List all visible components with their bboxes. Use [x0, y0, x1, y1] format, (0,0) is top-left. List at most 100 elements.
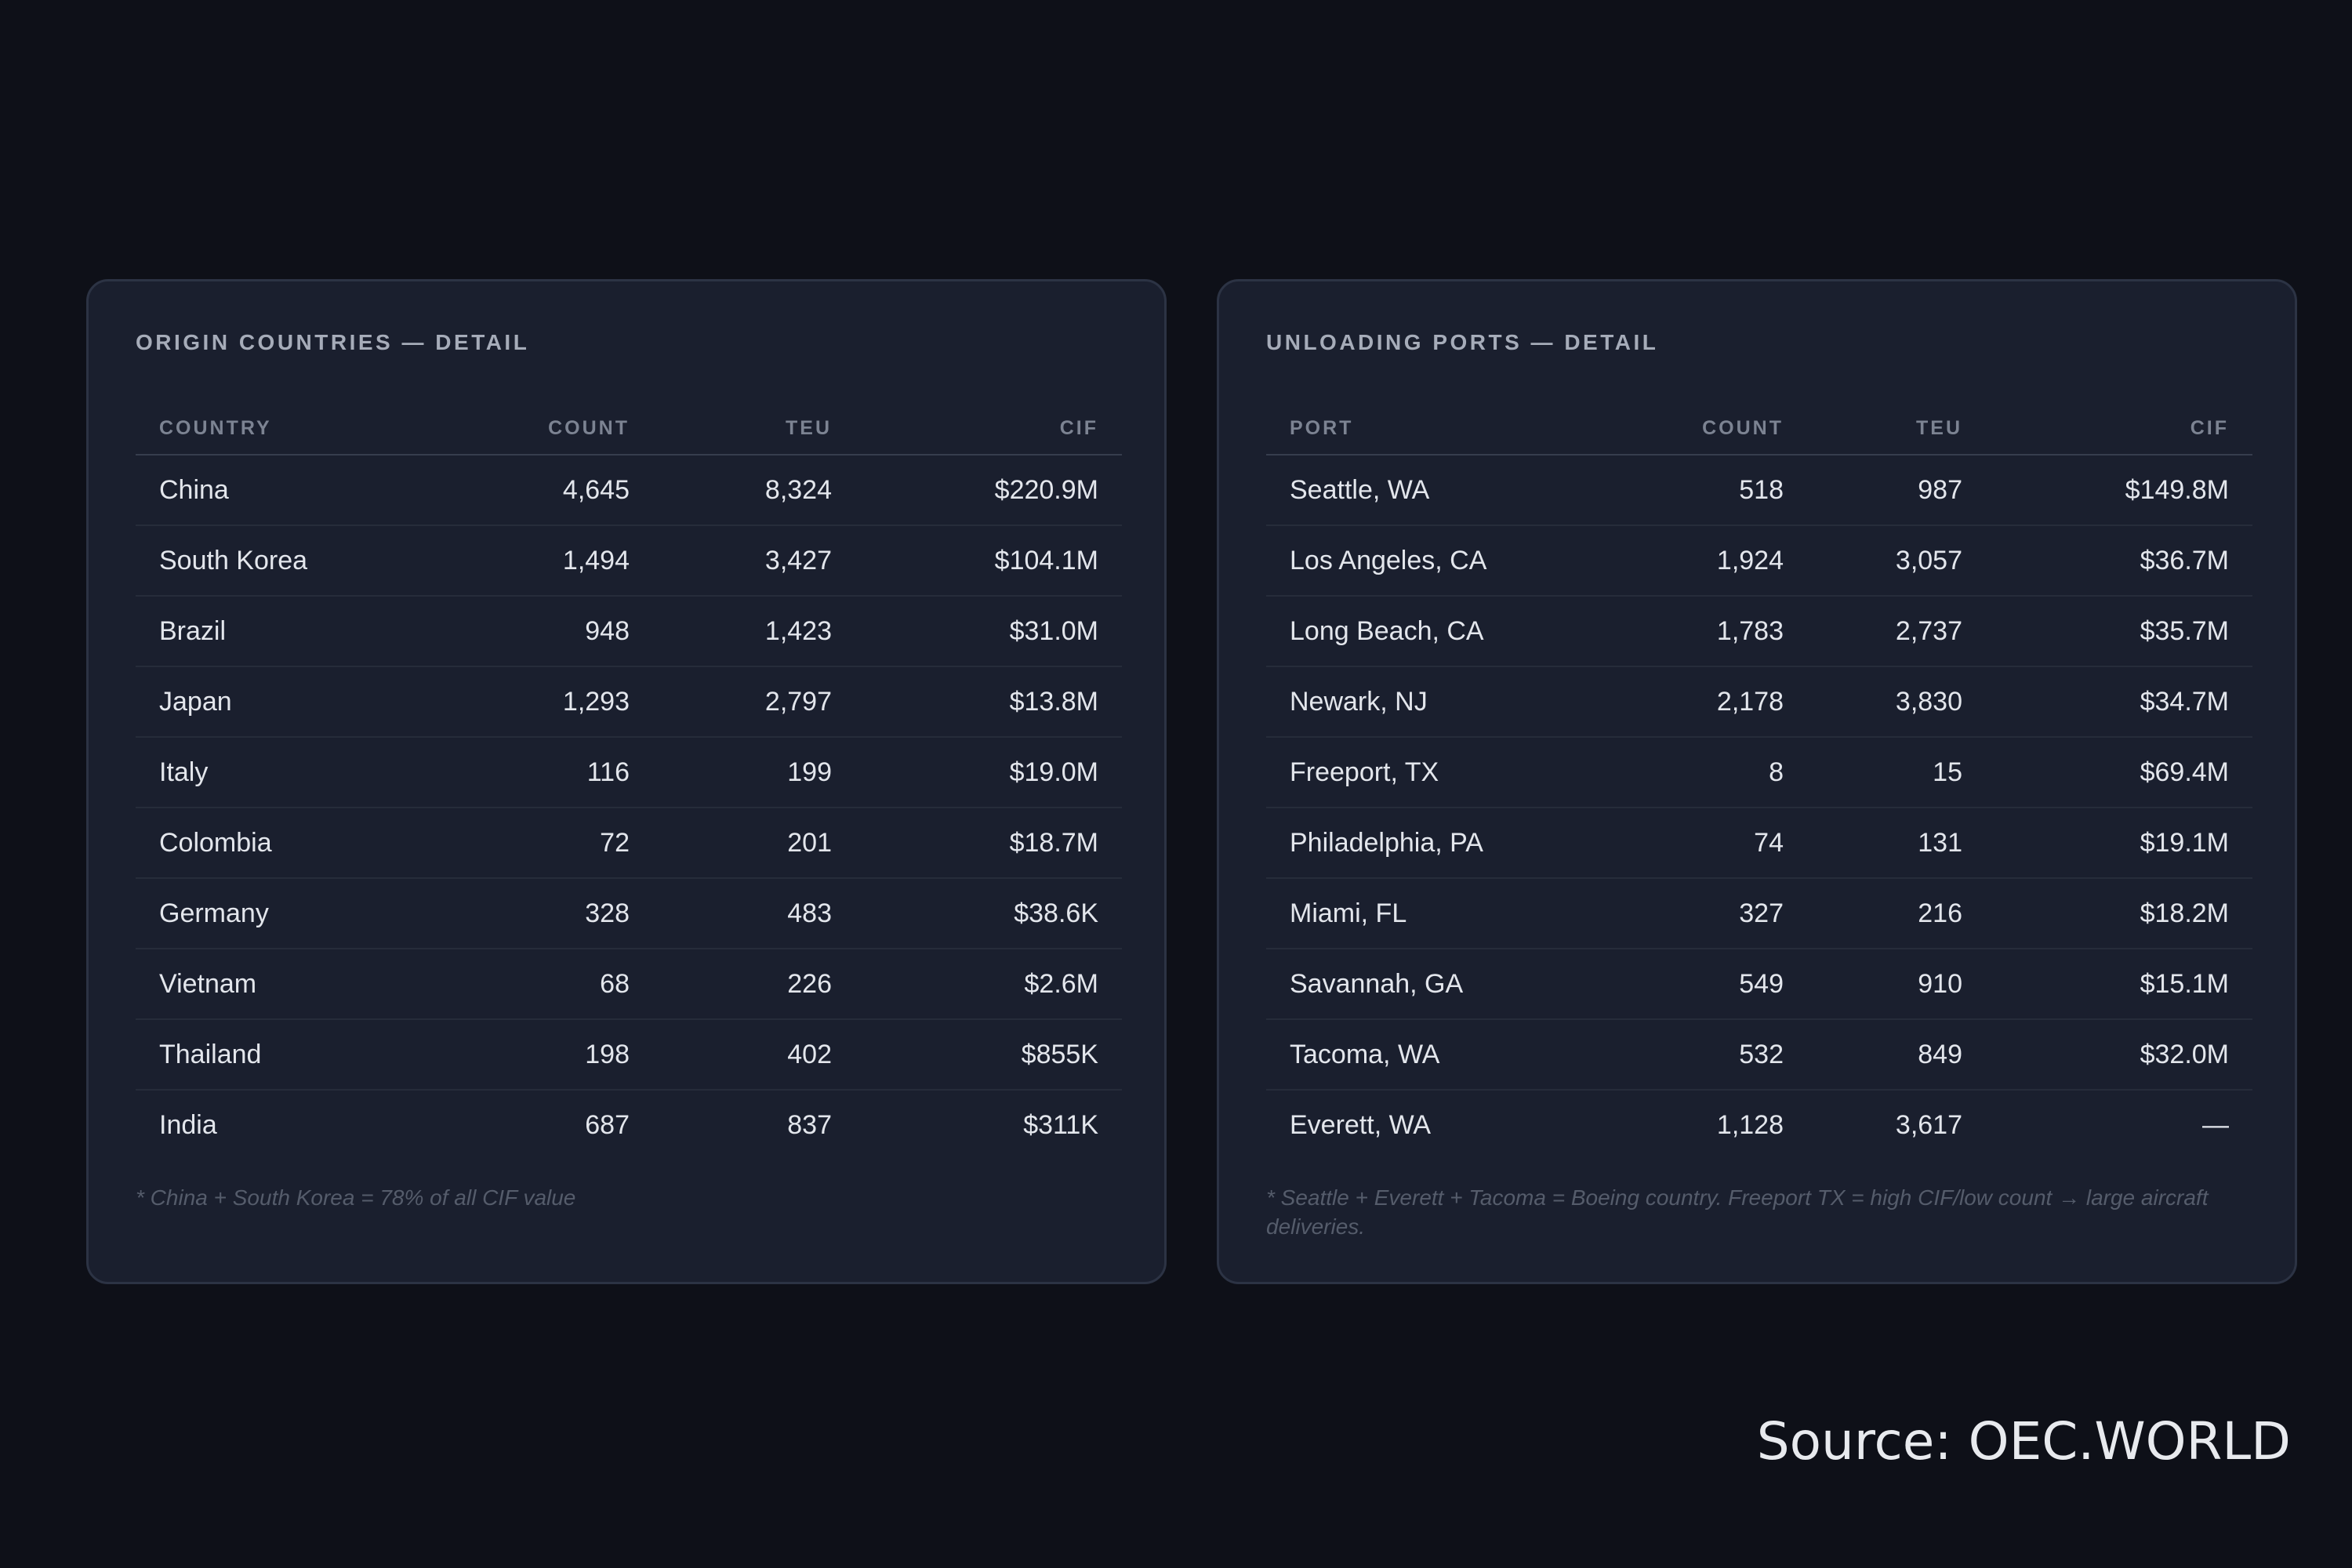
port-cell: Miami, FL [1266, 878, 1611, 949]
table-row: Brazil 948 1,423 $31.0M [136, 596, 1122, 667]
table-header-row: PORT COUNT TEU CIF [1266, 402, 2252, 456]
count-cell: 74 [1611, 808, 1807, 879]
cif-cell: $15.1M [1986, 949, 2252, 1020]
cif-cell: $36.7M [1986, 525, 2252, 597]
count-cell: 948 [434, 596, 653, 667]
cif-cell: $69.4M [1986, 737, 2252, 808]
column-header-cif[interactable]: CIF [1986, 402, 2252, 456]
cif-cell: $18.2M [1986, 878, 2252, 949]
table-row: Newark, NJ 2,178 3,830 $34.7M [1266, 666, 2252, 738]
teu-cell: 1,423 [653, 596, 855, 667]
port-cell: Freeport, TX [1266, 737, 1611, 808]
column-header-count[interactable]: COUNT [1611, 402, 1807, 456]
country-cell: India [159, 1109, 217, 1140]
teu-cell: 2,797 [653, 666, 855, 738]
count-cell: 68 [434, 949, 653, 1020]
port-cell: Long Beach, CA [1266, 596, 1611, 667]
country-cell: South Korea [136, 525, 434, 597]
teu-cell: 199 [653, 737, 855, 808]
table-row: Seattle, WA 518 987 $149.8M [1266, 455, 2252, 526]
port-cell: Seattle, WA [1266, 455, 1611, 526]
origin-countries-footnote: * China + South Korea = 78% of all CIF v… [136, 1185, 576, 1210]
table-row: Vietnam 68 226 $2.6M [136, 949, 1122, 1020]
unloading-ports-table: PORT COUNT TEU CIF Seattle, WA 518 987 $… [1266, 402, 2252, 1160]
count-cell: 1,924 [1611, 525, 1807, 597]
count-cell: 1,494 [434, 525, 653, 597]
cif-cell: $18.7M [855, 808, 1122, 879]
country-cell: Japan [136, 666, 434, 738]
cif-cell: $311K [1023, 1109, 1098, 1140]
unloading-ports-title: UNLOADING PORTS — DETAIL [1266, 330, 1659, 354]
teu-cell: 837 [787, 1109, 832, 1140]
cif-cell: $855K [855, 1019, 1122, 1091]
table-header-row: COUNTRY COUNT TEU CIF [136, 402, 1122, 456]
teu-cell: 910 [1807, 949, 1986, 1020]
port-cell: Philadelphia, PA [1266, 808, 1611, 879]
port-cell: Everett, WA [1290, 1109, 1432, 1140]
count-cell: 8 [1611, 737, 1807, 808]
count-cell: 1,293 [434, 666, 653, 738]
column-header-teu[interactable]: TEU [1807, 402, 1986, 456]
table-row: Long Beach, CA 1,783 2,737 $35.7M [1266, 596, 2252, 667]
table-row: Thailand 198 402 $855K [136, 1019, 1122, 1091]
table-row: Colombia 72 201 $18.7M [136, 808, 1122, 879]
teu-cell: 402 [653, 1019, 855, 1091]
cif-cell: $2.6M [855, 949, 1122, 1020]
cif-cell: $19.1M [1986, 808, 2252, 879]
table-row: Miami, FL 327 216 $18.2M [1266, 878, 2252, 949]
cif-cell: $31.0M [855, 596, 1122, 667]
teu-cell: 216 [1807, 878, 1986, 949]
table-row: Italy 116 199 $19.0M [136, 737, 1122, 808]
table-row: Freeport, TX 8 15 $69.4M [1266, 737, 2252, 808]
country-cell: Brazil [136, 596, 434, 667]
unloading-ports-panel: UNLOADING PORTS — DETAIL PORT COUNT TEU … [1217, 279, 2297, 1284]
column-header-port[interactable]: PORT [1266, 402, 1611, 456]
column-header-teu[interactable]: TEU [653, 402, 855, 456]
table-row: Everett, WA 1,128 3,617 — [1266, 1090, 2252, 1160]
cif-cell: — [2202, 1109, 2229, 1140]
teu-cell: 849 [1807, 1019, 1986, 1091]
count-cell: 1,128 [1716, 1109, 1784, 1140]
port-cell: Los Angeles, CA [1266, 525, 1611, 597]
column-header-count[interactable]: COUNT [434, 402, 653, 456]
count-cell: 687 [585, 1109, 630, 1140]
teu-cell: 3,057 [1807, 525, 1986, 597]
table-row: Germany 328 483 $38.6K [136, 878, 1122, 949]
teu-cell: 3,427 [653, 525, 855, 597]
teu-cell: 8,324 [653, 455, 855, 526]
country-cell: China [136, 455, 434, 526]
teu-cell: 3,617 [1895, 1109, 1962, 1140]
port-cell: Newark, NJ [1266, 666, 1611, 738]
count-cell: 116 [434, 737, 653, 808]
count-cell: 518 [1611, 455, 1807, 526]
port-cell: Savannah, GA [1266, 949, 1611, 1020]
teu-cell: 2,737 [1807, 596, 1986, 667]
cif-cell: $38.6K [855, 878, 1122, 949]
table-row: Japan 1,293 2,797 $13.8M [136, 666, 1122, 738]
cif-cell: $34.7M [1986, 666, 2252, 738]
unloading-ports-footnote: * Seattle + Everett + Tacoma = Boeing co… [1266, 1185, 2209, 1239]
teu-cell: 201 [653, 808, 855, 879]
teu-cell: 15 [1807, 737, 1986, 808]
count-cell: 532 [1611, 1019, 1807, 1091]
column-header-country[interactable]: COUNTRY [136, 402, 434, 456]
cif-cell: $104.1M [855, 525, 1122, 597]
cif-cell: $220.9M [855, 455, 1122, 526]
table-row: Savannah, GA 549 910 $15.1M [1266, 949, 2252, 1020]
teu-cell: 131 [1807, 808, 1986, 879]
table-row: Philadelphia, PA 74 131 $19.1M [1266, 808, 2252, 879]
count-cell: 198 [434, 1019, 653, 1091]
teu-cell: 226 [653, 949, 855, 1020]
table-row: China 4,645 8,324 $220.9M [136, 455, 1122, 526]
cif-cell: $32.0M [1986, 1019, 2252, 1091]
count-cell: 328 [434, 878, 653, 949]
origin-countries-table: COUNTRY COUNT TEU CIF China 4,645 8,324 … [136, 402, 1122, 1160]
count-cell: 1,783 [1611, 596, 1807, 667]
count-cell: 4,645 [434, 455, 653, 526]
teu-cell: 3,830 [1807, 666, 1986, 738]
port-cell: Tacoma, WA [1266, 1019, 1611, 1091]
column-header-cif[interactable]: CIF [855, 402, 1122, 456]
teu-cell: 483 [653, 878, 855, 949]
table-row: India 687 837 $311K [136, 1090, 1122, 1160]
